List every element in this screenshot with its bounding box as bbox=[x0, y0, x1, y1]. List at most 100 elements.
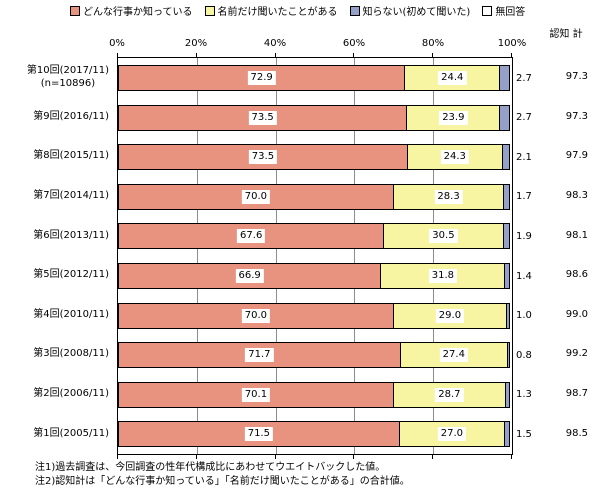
legend-swatch-known-icon bbox=[70, 5, 80, 16]
segment-known: 66.9 bbox=[118, 263, 382, 289]
value-label-segment-known: 71.5 bbox=[244, 427, 273, 442]
value-label-unknown-outside: 1.7 bbox=[516, 191, 532, 203]
value-label-segment-known: 70.0 bbox=[241, 308, 271, 323]
tick-top-100 bbox=[511, 53, 512, 57]
plot-area: 72.9 24.4 2.7 73.5 23.9 2.7 73.5 24.3 2.1 70.0 28.… bbox=[117, 57, 532, 455]
value-label-segment-known: 73.5 bbox=[248, 150, 278, 165]
segment-unknown bbox=[506, 342, 510, 369]
segment-known: 70.0 bbox=[118, 183, 394, 210]
value-label-unknown-outside: 1.9 bbox=[516, 230, 532, 242]
category-label-lines: 第9回(2016/11) bbox=[33, 110, 109, 123]
category-label-6: 第5回(2012/11) bbox=[0, 255, 112, 295]
category-label-8: 第3回(2008/11) bbox=[0, 334, 112, 374]
legend-label-noanswer: 無回答 bbox=[495, 7, 526, 18]
category-label-9: 第2回(2006/11) bbox=[0, 374, 112, 414]
segment-heard: 28.7 bbox=[392, 381, 506, 408]
value-label-segment-heard: 27.4 bbox=[439, 348, 468, 363]
segment-unknown bbox=[506, 302, 510, 329]
value-label-unknown-outside: 1.5 bbox=[516, 428, 532, 440]
value-label-segment-known: 66.9 bbox=[235, 269, 264, 283]
tick-top-20 bbox=[196, 53, 197, 57]
category-label-lines: 第6回(2013/11) bbox=[33, 229, 109, 242]
total-value-9: 98.7 bbox=[565, 388, 588, 400]
total-value-2: 97.3 bbox=[565, 110, 588, 122]
category-label-1: 第10回(2017/11) (n=10896) bbox=[0, 57, 112, 97]
category-label-5: 第6回(2013/11) bbox=[0, 215, 112, 255]
value-label-segment-known: 73.5 bbox=[248, 110, 277, 125]
category-label-text: 第4回(2010/11) bbox=[33, 308, 109, 320]
tick-top-60 bbox=[353, 53, 354, 57]
segment-unknown bbox=[504, 381, 510, 408]
axis-tick-20: 20% bbox=[184, 38, 208, 49]
segment-unknown bbox=[503, 183, 510, 210]
category-sublabel-text: (n=10896) bbox=[40, 77, 96, 89]
value-label-unknown-outside: 1.4 bbox=[516, 270, 532, 282]
value-label-unknown-outside: 2.7 bbox=[516, 112, 532, 124]
tick-bottom-60 bbox=[353, 455, 354, 459]
value-label-segment-heard: 31.8 bbox=[428, 269, 458, 283]
segment-unknown bbox=[499, 65, 510, 91]
category-label-text: 第3回(2008/11) bbox=[33, 348, 109, 360]
category-label-2: 第9回(2016/11) bbox=[0, 97, 112, 137]
value-label-unknown-outside: 1.3 bbox=[516, 389, 532, 401]
total-value-4: 98.3 bbox=[565, 190, 588, 202]
value-label-unknown-outside: 2.7 bbox=[516, 72, 532, 84]
segment-known: 70.1 bbox=[118, 381, 394, 408]
category-label-text: 第2回(2006/11) bbox=[33, 388, 109, 400]
total-value-1: 97.3 bbox=[565, 71, 588, 83]
category-label-lines: 第10回(2017/11) (n=10896) bbox=[27, 64, 109, 90]
legend-label-unknown: 知らない(初めて聞いた) bbox=[362, 7, 471, 18]
bar-row-2: 73.5 23.9 bbox=[118, 104, 512, 131]
legend-swatch-noanswer-icon bbox=[482, 5, 493, 16]
bar-row-8: 71.7 27.4 bbox=[118, 342, 512, 369]
category-label-10: 第1回(2005/11) bbox=[0, 413, 112, 453]
segment-known: 72.9 bbox=[118, 65, 406, 91]
value-label-segment-heard: 29.0 bbox=[435, 308, 465, 323]
legend: どんな行事か知っている 名前だけ聞いたことがある 知らない(初めて聞いた) 無回… bbox=[70, 3, 525, 18]
bar-row-1: 72.9 24.4 bbox=[118, 65, 512, 91]
segment-unknown bbox=[502, 223, 510, 250]
axis-tick-60: 60% bbox=[342, 38, 366, 49]
value-label-segment-known: 71.7 bbox=[245, 348, 274, 363]
legend-swatch-heard-icon bbox=[204, 5, 215, 16]
category-label-text: 第7回(2014/11) bbox=[33, 190, 109, 202]
category-label-text: 第1回(2005/11) bbox=[33, 427, 109, 439]
tick-bottom-20 bbox=[196, 455, 197, 459]
segment-heard: 27.0 bbox=[398, 421, 506, 448]
category-label-7: 第4回(2010/11) bbox=[0, 295, 112, 335]
bar-row-3: 73.5 24.3 bbox=[118, 144, 512, 171]
gridline-40 bbox=[276, 58, 277, 454]
footnote-2: 注2)認知計は「どんな行事か知っている」「名前だけ聞いたことがある」の合計値。 bbox=[35, 476, 410, 487]
value-label-segment-heard: 23.9 bbox=[439, 110, 468, 125]
category-label-text: 第8回(2015/11) bbox=[33, 150, 109, 162]
category-label-lines: 第1回(2005/11) bbox=[33, 427, 109, 440]
value-label-segment-known: 70.0 bbox=[241, 189, 271, 204]
legend-item-unknown: 知らない(初めて聞いた) bbox=[349, 3, 471, 18]
value-label-segment-known: 72.9 bbox=[247, 71, 276, 85]
segment-known: 71.5 bbox=[118, 421, 400, 448]
category-label-lines: 第8回(2015/11) bbox=[33, 149, 109, 162]
segment-heard: 23.9 bbox=[406, 104, 501, 131]
segment-heard: 29.0 bbox=[392, 302, 508, 329]
category-label-text: 第10回(2017/11) bbox=[26, 64, 109, 76]
value-label-unknown-outside: 1.0 bbox=[516, 310, 532, 322]
tick-bottom-100 bbox=[511, 455, 512, 459]
gridline-60 bbox=[354, 58, 355, 454]
segment-known: 73.5 bbox=[118, 144, 408, 171]
total-value-10: 98.5 bbox=[565, 427, 588, 439]
segment-heard: 28.3 bbox=[392, 183, 505, 210]
category-label-lines: 第4回(2010/11) bbox=[33, 308, 109, 321]
category-label-text: 第9回(2016/11) bbox=[33, 110, 109, 122]
value-label-segment-known: 70.1 bbox=[241, 387, 271, 402]
segment-unknown bbox=[504, 263, 510, 289]
category-label-lines: 第3回(2008/11) bbox=[33, 347, 109, 360]
segment-unknown bbox=[501, 144, 510, 171]
segment-heard: 27.4 bbox=[399, 342, 508, 369]
segment-known: 67.6 bbox=[118, 223, 385, 250]
value-label-unknown-outside: 2.1 bbox=[516, 151, 532, 163]
tick-top-40 bbox=[275, 53, 276, 57]
bar-row-9: 70.1 28.7 bbox=[118, 381, 512, 408]
legend-label-heard: 名前だけ聞いたことがある bbox=[217, 7, 338, 18]
tick-top-0 bbox=[117, 53, 118, 57]
